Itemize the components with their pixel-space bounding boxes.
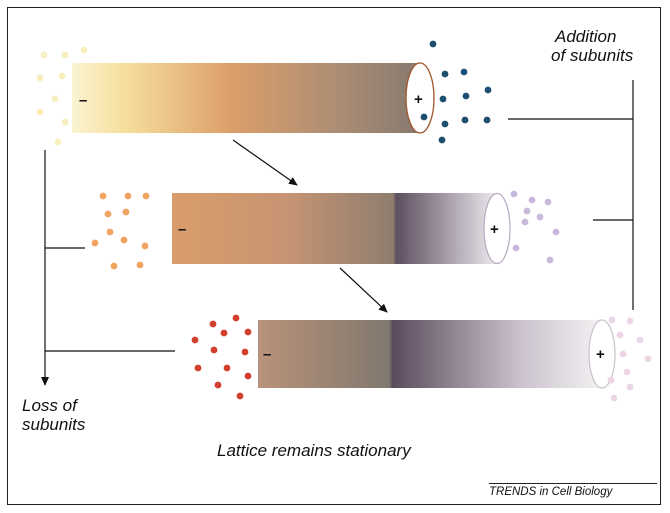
loss-label-line2: subunits xyxy=(22,414,86,434)
subunit-dot xyxy=(141,242,149,250)
filament-1-body xyxy=(72,63,422,133)
subunit-dot xyxy=(528,196,536,204)
subunit-dot xyxy=(616,331,624,339)
subunit-dot xyxy=(61,51,69,59)
subunit-dot xyxy=(462,92,470,100)
subunit-dot xyxy=(36,108,44,116)
progression-arrow-2 xyxy=(339,267,388,313)
subunit-dot xyxy=(191,336,199,344)
subunit-dot xyxy=(40,51,48,59)
subunits-pink-addition xyxy=(607,316,652,402)
subunit-dot xyxy=(36,74,44,82)
subunit-dot xyxy=(236,392,244,400)
subunit-dot xyxy=(106,228,114,236)
subunit-dot xyxy=(644,355,652,363)
subunit-dot xyxy=(619,350,627,358)
subunit-dot xyxy=(214,381,222,389)
caption: Lattice remains stationary xyxy=(217,441,411,460)
subunit-dot xyxy=(460,68,468,76)
subunit-dot xyxy=(210,346,218,354)
subunit-dot xyxy=(484,86,492,94)
subunit-dot xyxy=(241,348,249,356)
filament-1-plus-sign: + xyxy=(414,91,423,108)
subunit-dot xyxy=(607,376,615,384)
subunit-dot xyxy=(521,218,529,226)
addition-label-line2: of subunits xyxy=(551,45,634,65)
subunit-dot xyxy=(54,138,62,146)
addition-connectors xyxy=(508,80,634,310)
subunit-dot xyxy=(626,317,634,325)
subunit-dot xyxy=(51,95,59,103)
filament-3-plus-end xyxy=(588,319,616,389)
filament-2 xyxy=(172,192,511,265)
subunit-dot xyxy=(80,46,88,54)
subunit-dot xyxy=(623,368,631,376)
figure-frame xyxy=(7,7,661,505)
subunit-dot xyxy=(461,116,469,124)
subunit-dot xyxy=(439,95,447,103)
subunit-dot xyxy=(232,314,240,322)
loss-connectors xyxy=(41,150,175,386)
subunit-dot xyxy=(546,256,554,264)
loss-label-line1: Loss of xyxy=(22,396,77,415)
loss-label: Loss of subunits xyxy=(22,396,132,434)
subunit-dot xyxy=(608,316,616,324)
progression-arrow-1 xyxy=(232,139,298,186)
subunit-dot xyxy=(544,198,552,206)
subunit-dot xyxy=(483,116,491,124)
source-credit: TRENDS in Cell Biology xyxy=(489,483,657,499)
subunits-red-loss xyxy=(191,314,252,400)
subunit-dot xyxy=(636,336,644,344)
subunit-dot xyxy=(110,262,118,270)
subunit-dot xyxy=(142,192,150,200)
filament-2-plus-end xyxy=(483,192,511,265)
filament-1-minus-sign: – xyxy=(79,92,87,109)
filament-3 xyxy=(258,319,616,389)
subunit-dot xyxy=(122,208,130,216)
subunit-dot xyxy=(512,244,520,252)
subunit-dot xyxy=(124,192,132,200)
filament-1 xyxy=(72,62,435,134)
subunits-blue-addition xyxy=(420,40,492,144)
subunits-lavender-addition xyxy=(510,190,560,264)
subunit-dot xyxy=(120,236,128,244)
filament-3-plus-sign: + xyxy=(596,346,605,363)
subunit-dot xyxy=(441,120,449,128)
subunit-dot xyxy=(209,320,217,328)
subunit-dot xyxy=(194,364,202,372)
subunits-orange-loss xyxy=(91,192,150,270)
subunit-dot xyxy=(220,329,228,337)
filament-3-body xyxy=(258,320,603,388)
filament-2-body xyxy=(172,193,497,264)
subunit-dot xyxy=(244,372,252,380)
subunit-dot xyxy=(99,192,107,200)
subunit-dot xyxy=(61,118,69,126)
subunit-dot xyxy=(244,328,252,336)
subunit-dot xyxy=(610,394,618,402)
subunit-dot xyxy=(626,383,634,391)
subunit-dot xyxy=(223,364,231,372)
subunit-dot xyxy=(552,228,560,236)
subunit-dot xyxy=(91,239,99,247)
subunit-dot xyxy=(536,213,544,221)
addition-label-line1: Addition xyxy=(555,27,617,46)
subunit-dot xyxy=(438,136,446,144)
subunit-dot xyxy=(420,113,428,121)
subunit-dot xyxy=(523,207,531,215)
subunit-dot xyxy=(510,190,518,198)
filament-3-minus-sign: – xyxy=(263,346,271,363)
subunit-dot xyxy=(136,261,144,269)
filament-2-plus-sign: + xyxy=(490,221,499,238)
addition-label: Addition of subunits xyxy=(551,27,665,65)
subunit-dot xyxy=(441,70,449,78)
subunit-dot xyxy=(429,40,437,48)
filament-2-minus-sign: – xyxy=(178,221,186,238)
subunit-dot xyxy=(104,210,112,218)
subunits-yellow-loss xyxy=(36,46,88,146)
subunit-dot xyxy=(58,72,66,80)
